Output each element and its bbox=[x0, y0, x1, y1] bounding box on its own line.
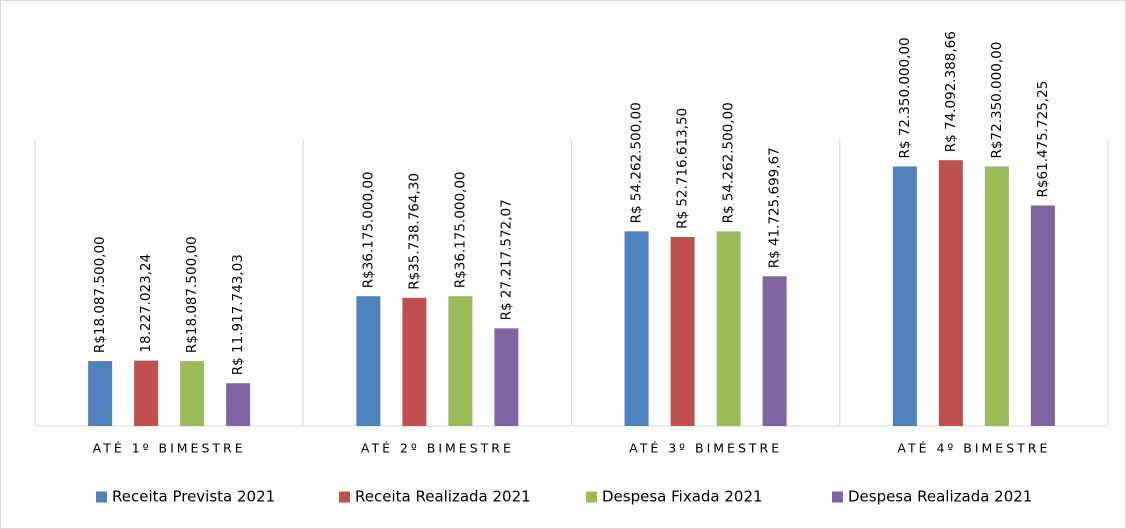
data-label: R$18.087.500,00 bbox=[92, 236, 108, 353]
bar bbox=[226, 383, 251, 426]
legend-label: Despesa Realizada 2021 bbox=[848, 488, 1032, 506]
data-label: R$ 27.217.572,07 bbox=[498, 199, 514, 320]
data-label: R$ 72.350.000,00 bbox=[897, 37, 913, 158]
bar bbox=[984, 166, 1009, 426]
x-tick-label: ATÉ 2º BIMESTRE bbox=[361, 441, 514, 456]
data-label: R$36.175.000,00 bbox=[452, 171, 468, 288]
legend-swatch bbox=[586, 491, 597, 503]
bar bbox=[938, 160, 963, 427]
legend-swatch bbox=[832, 491, 843, 503]
legend-label: Receita Realizada 2021 bbox=[355, 488, 531, 506]
data-label: R$36.175.000,00 bbox=[360, 171, 376, 288]
data-label: R$61.475.725,25 bbox=[1035, 81, 1051, 198]
data-label: R$18.087.500,00 bbox=[184, 236, 200, 353]
bar bbox=[402, 297, 427, 426]
bar bbox=[134, 360, 159, 426]
bar bbox=[448, 296, 473, 426]
data-label: R$ 41.725.699,67 bbox=[767, 147, 783, 268]
bar bbox=[762, 276, 787, 426]
bar bbox=[670, 236, 695, 426]
legend-label: Despesa Fixada 2021 bbox=[602, 488, 763, 506]
data-label: R$ 54.262.500,00 bbox=[721, 102, 737, 223]
x-tick-label: ATÉ 3º BIMESTRE bbox=[629, 441, 782, 456]
bar bbox=[180, 361, 205, 426]
bar bbox=[1030, 205, 1055, 426]
data-label: R$ 52.716.613,50 bbox=[675, 108, 691, 229]
bar bbox=[88, 361, 113, 426]
data-label: R$35.738.764,30 bbox=[406, 173, 422, 290]
legend-swatch bbox=[339, 491, 350, 503]
bar bbox=[494, 328, 519, 426]
data-label: R$ 54.262.500,00 bbox=[629, 102, 645, 223]
x-tick-label: ATÉ 4º BIMESTRE bbox=[897, 441, 1050, 456]
legend-swatch bbox=[96, 491, 107, 503]
data-label: R$72.350.000,00 bbox=[989, 42, 1005, 159]
data-label: R$ 11.917.743,03 bbox=[230, 254, 246, 375]
bar bbox=[892, 166, 917, 426]
legend-label: Receita Prevista 2021 bbox=[112, 488, 275, 506]
data-label: R$ 74.092.388,66 bbox=[943, 31, 959, 152]
bar bbox=[624, 231, 649, 426]
bar bbox=[716, 231, 741, 426]
data-label: 18.227.023,24 bbox=[138, 254, 154, 353]
x-tick-label: ATÉ 1º BIMESTRE bbox=[93, 441, 246, 456]
bar bbox=[356, 296, 381, 426]
